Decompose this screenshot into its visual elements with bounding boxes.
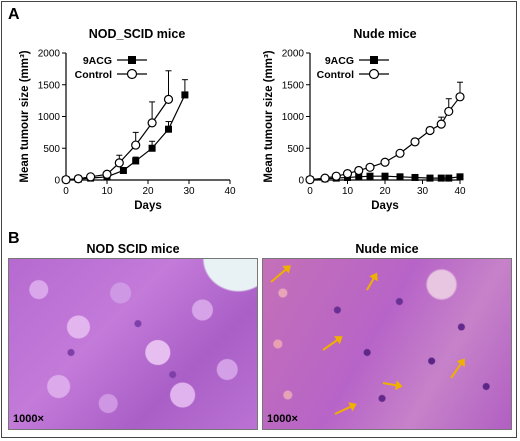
arrow-icon <box>450 359 465 379</box>
data-point <box>61 175 71 185</box>
data-point <box>436 119 446 129</box>
x-tick-label: 0 <box>307 186 313 197</box>
arrow-icon <box>366 273 377 291</box>
x-tick-label: 40 <box>224 186 236 197</box>
data-point <box>381 172 389 180</box>
x-tick-label: 0 <box>63 186 69 197</box>
x-tick-label: 40 <box>454 186 466 197</box>
data-point <box>455 92 465 102</box>
micrograph-title-right: Nude mice <box>355 242 419 256</box>
data-point <box>102 169 112 179</box>
data-point <box>342 169 353 179</box>
x-tick-label: 30 <box>417 186 429 197</box>
legend-marker <box>128 56 136 64</box>
legend-label: Control <box>317 69 354 81</box>
data-point <box>396 173 404 181</box>
data-point <box>366 172 374 180</box>
data-point <box>131 140 141 150</box>
series-line <box>65 99 169 181</box>
y-tick-label: 1000 <box>38 112 61 123</box>
x-tick-label: 20 <box>142 186 154 197</box>
data-point <box>85 172 96 182</box>
data-point <box>148 144 156 152</box>
panel-b-label: B <box>8 230 20 247</box>
x-tick-label: 20 <box>379 186 391 197</box>
arrow-icon <box>322 336 342 351</box>
data-point <box>365 162 375 172</box>
legend-label: Control <box>75 69 112 81</box>
y-tick-label: 1000 <box>282 112 305 123</box>
series-line <box>65 94 186 181</box>
magnification-label-right: 1000× <box>267 413 298 425</box>
chart-title: Nude mice <box>353 27 416 41</box>
data-point <box>395 148 405 158</box>
arrow-icon <box>334 403 356 415</box>
micrograph-nude: 1000× <box>262 258 512 430</box>
y-tick-label: 500 <box>287 144 304 155</box>
y-axis-label: Mean tumour size (mm³) <box>19 50 31 182</box>
legend-marker <box>370 56 378 64</box>
data-point <box>163 94 174 104</box>
data-point <box>165 125 172 133</box>
magnification-label-left: 1000× <box>13 413 44 425</box>
legend-marker <box>368 68 380 80</box>
data-point <box>425 125 435 136</box>
y-axis-label: Mean tumour size (mm³) <box>263 50 275 182</box>
legend-label: 9ACG <box>325 55 354 67</box>
data-point <box>114 158 124 168</box>
data-point <box>181 91 189 99</box>
y-tick-label: 1500 <box>38 80 61 91</box>
y-tick-label: 0 <box>298 176 304 187</box>
x-tick-label: 10 <box>342 186 354 197</box>
micrograph-nod-scid: 1000× <box>8 258 258 430</box>
y-tick-label: 500 <box>43 144 60 155</box>
tissue-gap <box>195 259 257 299</box>
data-point <box>320 173 330 183</box>
data-point <box>331 171 341 181</box>
data-point <box>354 165 364 176</box>
data-point <box>411 173 419 181</box>
y-tick-label: 2000 <box>38 49 61 60</box>
panel-a-label: A <box>8 6 20 23</box>
y-tick-label: 1500 <box>282 80 305 91</box>
data-point <box>456 173 464 181</box>
arrow-icon <box>270 265 291 283</box>
x-axis-label: Days <box>371 200 399 212</box>
data-point <box>73 174 83 184</box>
data-point <box>355 173 363 181</box>
x-axis-label: Days <box>134 200 162 212</box>
data-point <box>426 174 434 182</box>
data-point <box>147 118 157 128</box>
data-point <box>410 137 420 147</box>
data-point <box>380 157 390 167</box>
y-tick-label: 2000 <box>282 49 305 60</box>
arrow-icon <box>382 382 401 388</box>
data-point <box>132 157 140 165</box>
x-tick-label: 10 <box>101 186 113 197</box>
data-point <box>119 166 127 174</box>
data-point <box>305 175 315 185</box>
micrograph-title-left: NOD SCID mice <box>86 242 180 256</box>
y-tick-label: 0 <box>54 176 60 187</box>
data-point <box>445 174 453 182</box>
data-point <box>437 174 445 182</box>
x-tick-label: 30 <box>183 186 195 197</box>
series-line <box>309 96 461 181</box>
legend-marker <box>126 68 138 80</box>
legend-label: 9ACG <box>83 55 112 67</box>
data-point <box>444 106 454 117</box>
chart-title: NOD_SCID mice <box>89 27 186 41</box>
